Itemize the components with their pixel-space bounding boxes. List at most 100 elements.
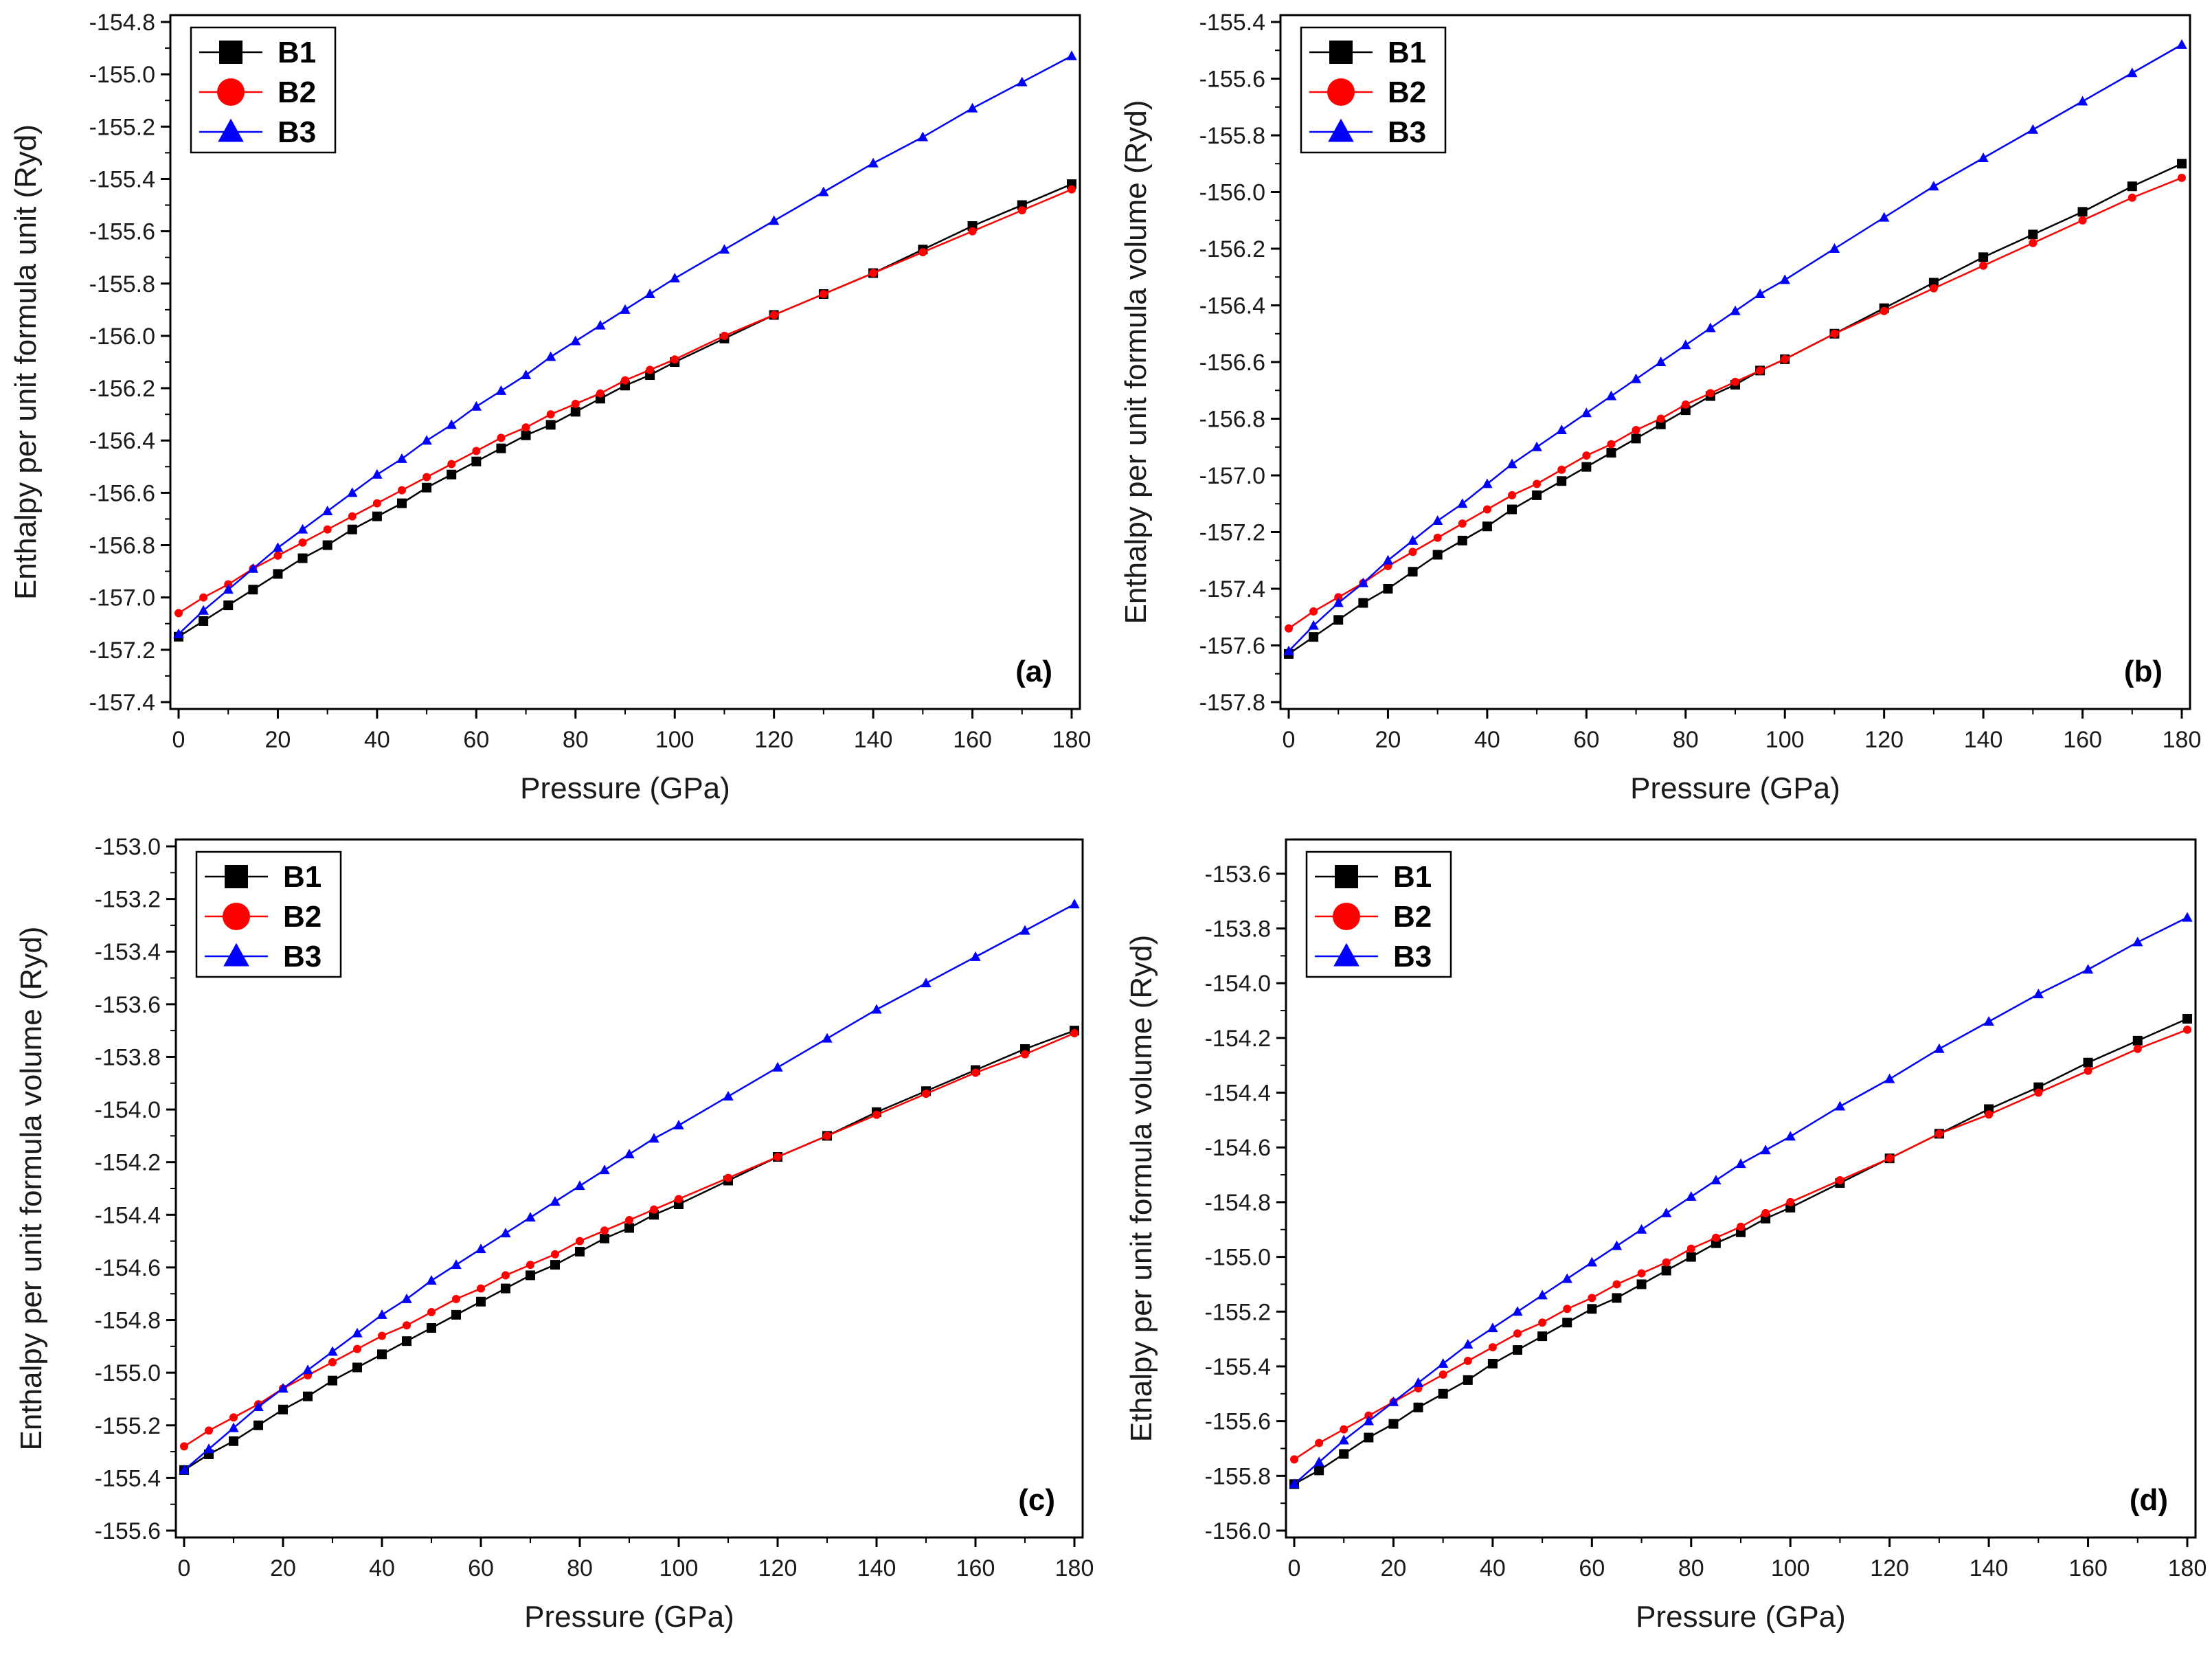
series-b3 <box>1283 39 2187 655</box>
series-line <box>178 188 1072 614</box>
legend-marker <box>223 903 250 930</box>
data-point <box>1836 1176 1844 1185</box>
x-tick-label: 20 <box>265 727 291 753</box>
data-point <box>1506 458 1517 469</box>
data-point <box>570 407 580 417</box>
data-point <box>550 1196 561 1206</box>
y-tick-label: -154.2 <box>95 1150 161 1176</box>
legend-marker <box>1329 41 1353 64</box>
data-point <box>599 1164 610 1175</box>
data-point <box>871 1004 882 1014</box>
y-tick-label: -155.4 <box>89 166 155 192</box>
data-point <box>669 273 680 283</box>
legend-marker <box>223 943 249 967</box>
data-point <box>1735 1158 1746 1169</box>
series-line <box>183 1032 1075 1447</box>
data-point <box>1711 1175 1722 1185</box>
legend-label: B2 <box>1393 900 1432 934</box>
data-point <box>1686 1191 1697 1201</box>
series-line <box>1294 916 2188 1485</box>
data-point <box>1432 515 1443 525</box>
panel-label: (b) <box>2124 655 2163 688</box>
data-point <box>1563 1305 1572 1314</box>
data-point <box>1482 478 1493 488</box>
data-point <box>1884 1073 1895 1083</box>
x-tick-label: 100 <box>655 727 695 753</box>
data-point <box>1606 448 1616 458</box>
series-b2 <box>174 185 1076 618</box>
y-tick-label: -155.6 <box>89 219 155 245</box>
data-point <box>650 1205 658 1214</box>
data-point <box>818 186 829 196</box>
data-point <box>575 1246 585 1256</box>
data-point <box>1785 1131 1796 1141</box>
y-tick-label: -155.6 <box>95 1518 161 1544</box>
data-point <box>1382 554 1394 565</box>
data-point <box>1437 1357 1449 1368</box>
data-point <box>452 1294 460 1303</box>
series-b2 <box>180 1028 1079 1451</box>
data-point <box>1537 1289 1548 1300</box>
legend-marker <box>1328 118 1354 142</box>
x-tick-label: 160 <box>2068 1555 2108 1581</box>
data-point <box>203 1443 214 1454</box>
data-point <box>823 1131 831 1140</box>
data-point <box>1680 339 1691 350</box>
y-tick-label: -153.0 <box>95 834 161 860</box>
data-point <box>1686 1252 1696 1262</box>
x-axis-title: Pressure (GPa) <box>520 771 730 805</box>
legend-label: B3 <box>1393 940 1432 973</box>
panel-label: (d) <box>2130 1483 2168 1517</box>
data-point <box>2083 1057 2093 1068</box>
y-axis-title: Enthalpy per unit formula volume (Ryd) <box>14 927 48 1451</box>
legend-marker <box>217 78 245 106</box>
data-point <box>1588 1294 1596 1303</box>
data-point <box>1463 1356 1472 1365</box>
data-point <box>1786 1197 1795 1206</box>
legend-label: B2 <box>278 76 316 109</box>
data-point <box>422 473 431 482</box>
data-point <box>497 433 506 442</box>
series-b1 <box>179 1026 1079 1475</box>
y-tick-label: -157.2 <box>1199 520 1265 546</box>
data-point <box>427 1308 436 1317</box>
data-point <box>769 311 778 319</box>
data-point <box>199 616 209 626</box>
panel-label: (a) <box>1015 655 1052 688</box>
data-point <box>1432 550 1443 560</box>
data-point <box>1433 533 1442 542</box>
x-tick-label: 180 <box>1055 1555 1094 1581</box>
data-point <box>198 605 209 615</box>
data-point <box>403 1321 411 1330</box>
data-point <box>1457 535 1467 545</box>
y-tick-label: -154.6 <box>1205 1135 1271 1161</box>
data-point <box>372 499 381 508</box>
x-tick-label: 80 <box>563 727 589 753</box>
x-tick-label: 100 <box>659 1555 699 1581</box>
data-point <box>1333 597 1344 607</box>
data-point <box>1581 407 1592 418</box>
data-point <box>1463 1339 1474 1349</box>
y-axis-title: Ethalpy per unit formula volume (Ryd) <box>1125 935 1158 1443</box>
data-point <box>205 1426 213 1435</box>
y-tick-label: -154.8 <box>95 1308 161 1334</box>
chart-panel: 0 20 40 60 80 100 120 140 160 180 -155.6 -155.4 -155… <box>14 834 1094 1634</box>
data-point <box>1561 1273 1572 1283</box>
x-tick-label: 100 <box>1771 1555 1810 1581</box>
y-tick-label: -157.6 <box>1199 633 1265 660</box>
data-point <box>298 538 307 547</box>
y-tick-label: -155.0 <box>95 1360 161 1386</box>
data-point <box>1636 1279 1647 1289</box>
data-point <box>1383 584 1393 594</box>
data-point <box>1507 504 1517 515</box>
data-point <box>646 365 655 374</box>
y-tick-label: -154.0 <box>95 1097 161 1123</box>
data-point <box>1983 1015 1994 1026</box>
x-tick-label: 80 <box>567 1555 593 1581</box>
data-point <box>1338 1434 1349 1445</box>
data-point <box>302 1364 313 1375</box>
data-point <box>571 399 580 408</box>
data-point <box>1508 491 1516 499</box>
data-point <box>673 1120 684 1130</box>
y-tick-label: -156.0 <box>89 324 155 350</box>
